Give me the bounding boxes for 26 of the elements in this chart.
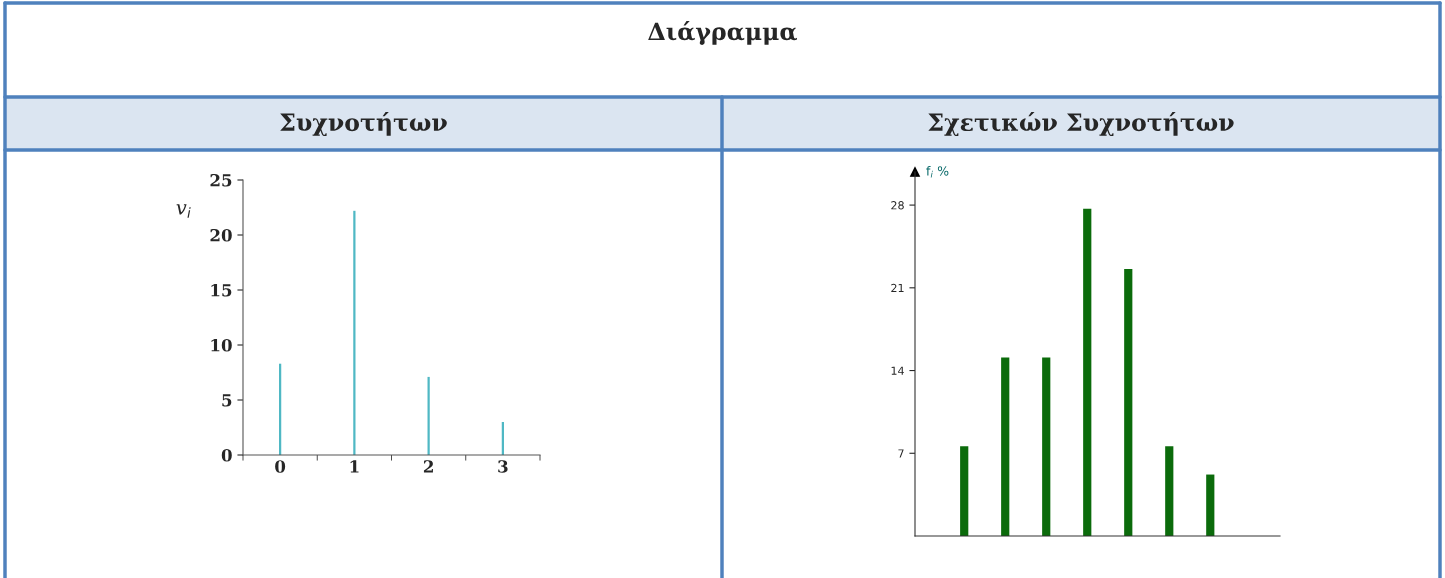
chart-subtitle: Σχετικών Συχνοτήτων — [928, 111, 1234, 137]
y-tick-label: 0 — [221, 448, 232, 462]
bar — [1165, 446, 1174, 536]
x-tick-label: 2 — [423, 460, 433, 473]
y-tick-label: 20 — [210, 228, 232, 242]
bar — [960, 446, 969, 536]
y-tick-label: 7 — [898, 449, 904, 458]
y-tick-label: 10 — [211, 338, 232, 352]
y-tick-label: 28 — [891, 201, 904, 210]
x-tick-label: 3 — [498, 460, 508, 473]
y-tick-label: 25 — [210, 173, 232, 187]
y-tick-label: 14 — [891, 366, 904, 375]
y-axis-title: v$_{i}$ — [176, 204, 191, 218]
bar — [1206, 474, 1215, 536]
bar — [1001, 357, 1010, 536]
text: Διάγραμμα — [648, 21, 797, 45]
x-tick-label: 1 — [350, 460, 359, 473]
y-tick-label: 5 — [222, 394, 232, 407]
x-tick-label: 0 — [275, 460, 286, 473]
y-tick-label: 15 — [211, 283, 232, 297]
bar — [1042, 357, 1051, 536]
y-tick-label: 21 — [891, 283, 904, 293]
bar — [1124, 268, 1133, 536]
chart-subtitle: Συχνοτήτων — [280, 111, 447, 137]
y-axis-title: f$_{i}$ % — [926, 165, 949, 178]
bar — [1083, 208, 1092, 536]
